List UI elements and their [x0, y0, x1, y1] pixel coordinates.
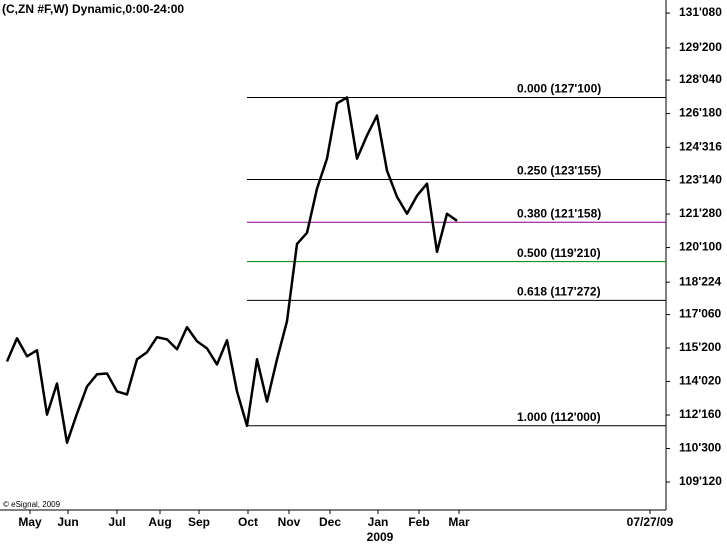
x-tick-label: Mar [448, 515, 470, 529]
x-tick-label: Aug [148, 515, 171, 529]
x-tick-label: Jun [57, 515, 78, 529]
x-tick-label: Oct [238, 515, 258, 529]
x-tick-label: Jan [368, 515, 389, 529]
x-tick-label: Sep [188, 515, 210, 529]
y-tick-label: 123'140 [679, 173, 722, 187]
y-tick-label: 131'080 [679, 5, 722, 19]
x-tick-label: Dec [319, 515, 341, 529]
y-tick-label: 128'040 [679, 72, 722, 86]
x-tick-label: Jul [108, 515, 125, 529]
x-tick-label: Nov [278, 515, 301, 529]
credit: © eSignal, 2009 [3, 500, 61, 509]
y-tick-label: 121'280 [679, 206, 722, 220]
y-tick-label: 129'200 [679, 40, 722, 54]
y-tick-label: 115'200 [679, 340, 722, 354]
fib-label: 0.500 (119'210) [517, 246, 601, 260]
y-tick-label: 124'316 [679, 140, 722, 154]
y-tick-label: 126'180 [679, 106, 722, 120]
fib-label: 0.000 (127'100) [517, 82, 601, 96]
x-tick-label: 07/27/09 [627, 515, 674, 529]
fib-label: 0.250 (123'155) [517, 164, 601, 178]
fib-label: 0.618 (117'272) [517, 285, 601, 299]
fib-label: 1.000 (112'000) [517, 410, 601, 424]
y-tick-label: 117'060 [679, 307, 722, 321]
y-tick-label: 118'224 [679, 274, 722, 288]
year-label: 2009 [367, 530, 394, 544]
y-tick-label: 109'120 [679, 474, 722, 488]
price-line [5, 96, 458, 444]
y-tick-label: 114'020 [679, 374, 722, 388]
y-tick-label: 112'160 [679, 407, 722, 421]
x-tick-label: May [18, 515, 42, 529]
fib-label: 0.380 (121'158) [517, 206, 601, 220]
chart-title: (C,ZN #F,W) Dynamic,0:00-24:00 [2, 2, 184, 16]
y-tick-label: 110'300 [679, 441, 722, 455]
y-tick-label: 120'100 [679, 240, 722, 254]
x-tick-label: Feb [408, 515, 429, 529]
